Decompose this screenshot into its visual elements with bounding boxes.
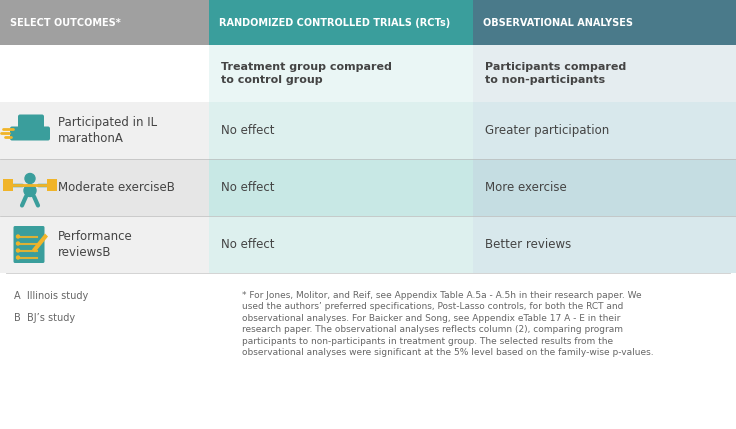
Text: B  BJ’s study: B BJ’s study: [14, 313, 75, 323]
Circle shape: [16, 256, 19, 259]
Text: * For Jones, Molitor, and Reif, see Appendix Table A.5a - A.5h in their research: * For Jones, Molitor, and Reif, see Appe…: [242, 291, 654, 357]
Bar: [0, 273, 736, 429]
Bar: [0, 45, 209, 102]
Text: Greater participation: Greater participation: [485, 124, 609, 137]
Text: No effect: No effect: [221, 124, 275, 137]
FancyBboxPatch shape: [13, 226, 44, 263]
Bar: [0, 216, 209, 273]
Text: A  Illinois study: A Illinois study: [14, 291, 88, 301]
Bar: [473, 0, 736, 45]
Bar: [3, 178, 9, 190]
FancyBboxPatch shape: [10, 127, 50, 141]
Text: RANDOMIZED CONTROLLED TRIALS (RCTs): RANDOMIZED CONTROLLED TRIALS (RCTs): [219, 18, 450, 28]
FancyBboxPatch shape: [18, 115, 44, 130]
Bar: [209, 45, 473, 102]
Text: Better reviews: Better reviews: [485, 238, 571, 251]
Text: More exercise: More exercise: [485, 181, 567, 194]
Text: Participated in IL
marathonA: Participated in IL marathonA: [58, 116, 157, 145]
Bar: [0, 102, 209, 159]
Text: OBSERVATIONAL ANALYSES: OBSERVATIONAL ANALYSES: [483, 18, 633, 28]
Text: Moderate exerciseB: Moderate exerciseB: [58, 181, 175, 194]
Circle shape: [24, 184, 36, 196]
Circle shape: [16, 235, 19, 238]
Bar: [51, 178, 57, 190]
Bar: [473, 102, 736, 159]
Bar: [209, 159, 473, 216]
Circle shape: [16, 242, 19, 245]
Bar: [473, 216, 736, 273]
Circle shape: [16, 249, 19, 252]
Bar: [209, 0, 473, 45]
Bar: [473, 159, 736, 216]
Polygon shape: [32, 233, 48, 253]
Bar: [473, 45, 736, 102]
Text: Treatment group compared
to control group: Treatment group compared to control grou…: [221, 62, 392, 85]
Circle shape: [25, 173, 35, 184]
Bar: [209, 102, 473, 159]
Text: Participants compared
to non-participants: Participants compared to non-participant…: [485, 62, 626, 85]
Text: SELECT OUTCOMES*: SELECT OUTCOMES*: [10, 18, 121, 28]
Text: Performance
reviewsB: Performance reviewsB: [58, 230, 132, 259]
Text: No effect: No effect: [221, 181, 275, 194]
Bar: [7, 178, 13, 190]
Bar: [209, 216, 473, 273]
Bar: [0, 0, 209, 45]
Bar: [0, 159, 209, 216]
Bar: [47, 178, 53, 190]
Text: No effect: No effect: [221, 238, 275, 251]
